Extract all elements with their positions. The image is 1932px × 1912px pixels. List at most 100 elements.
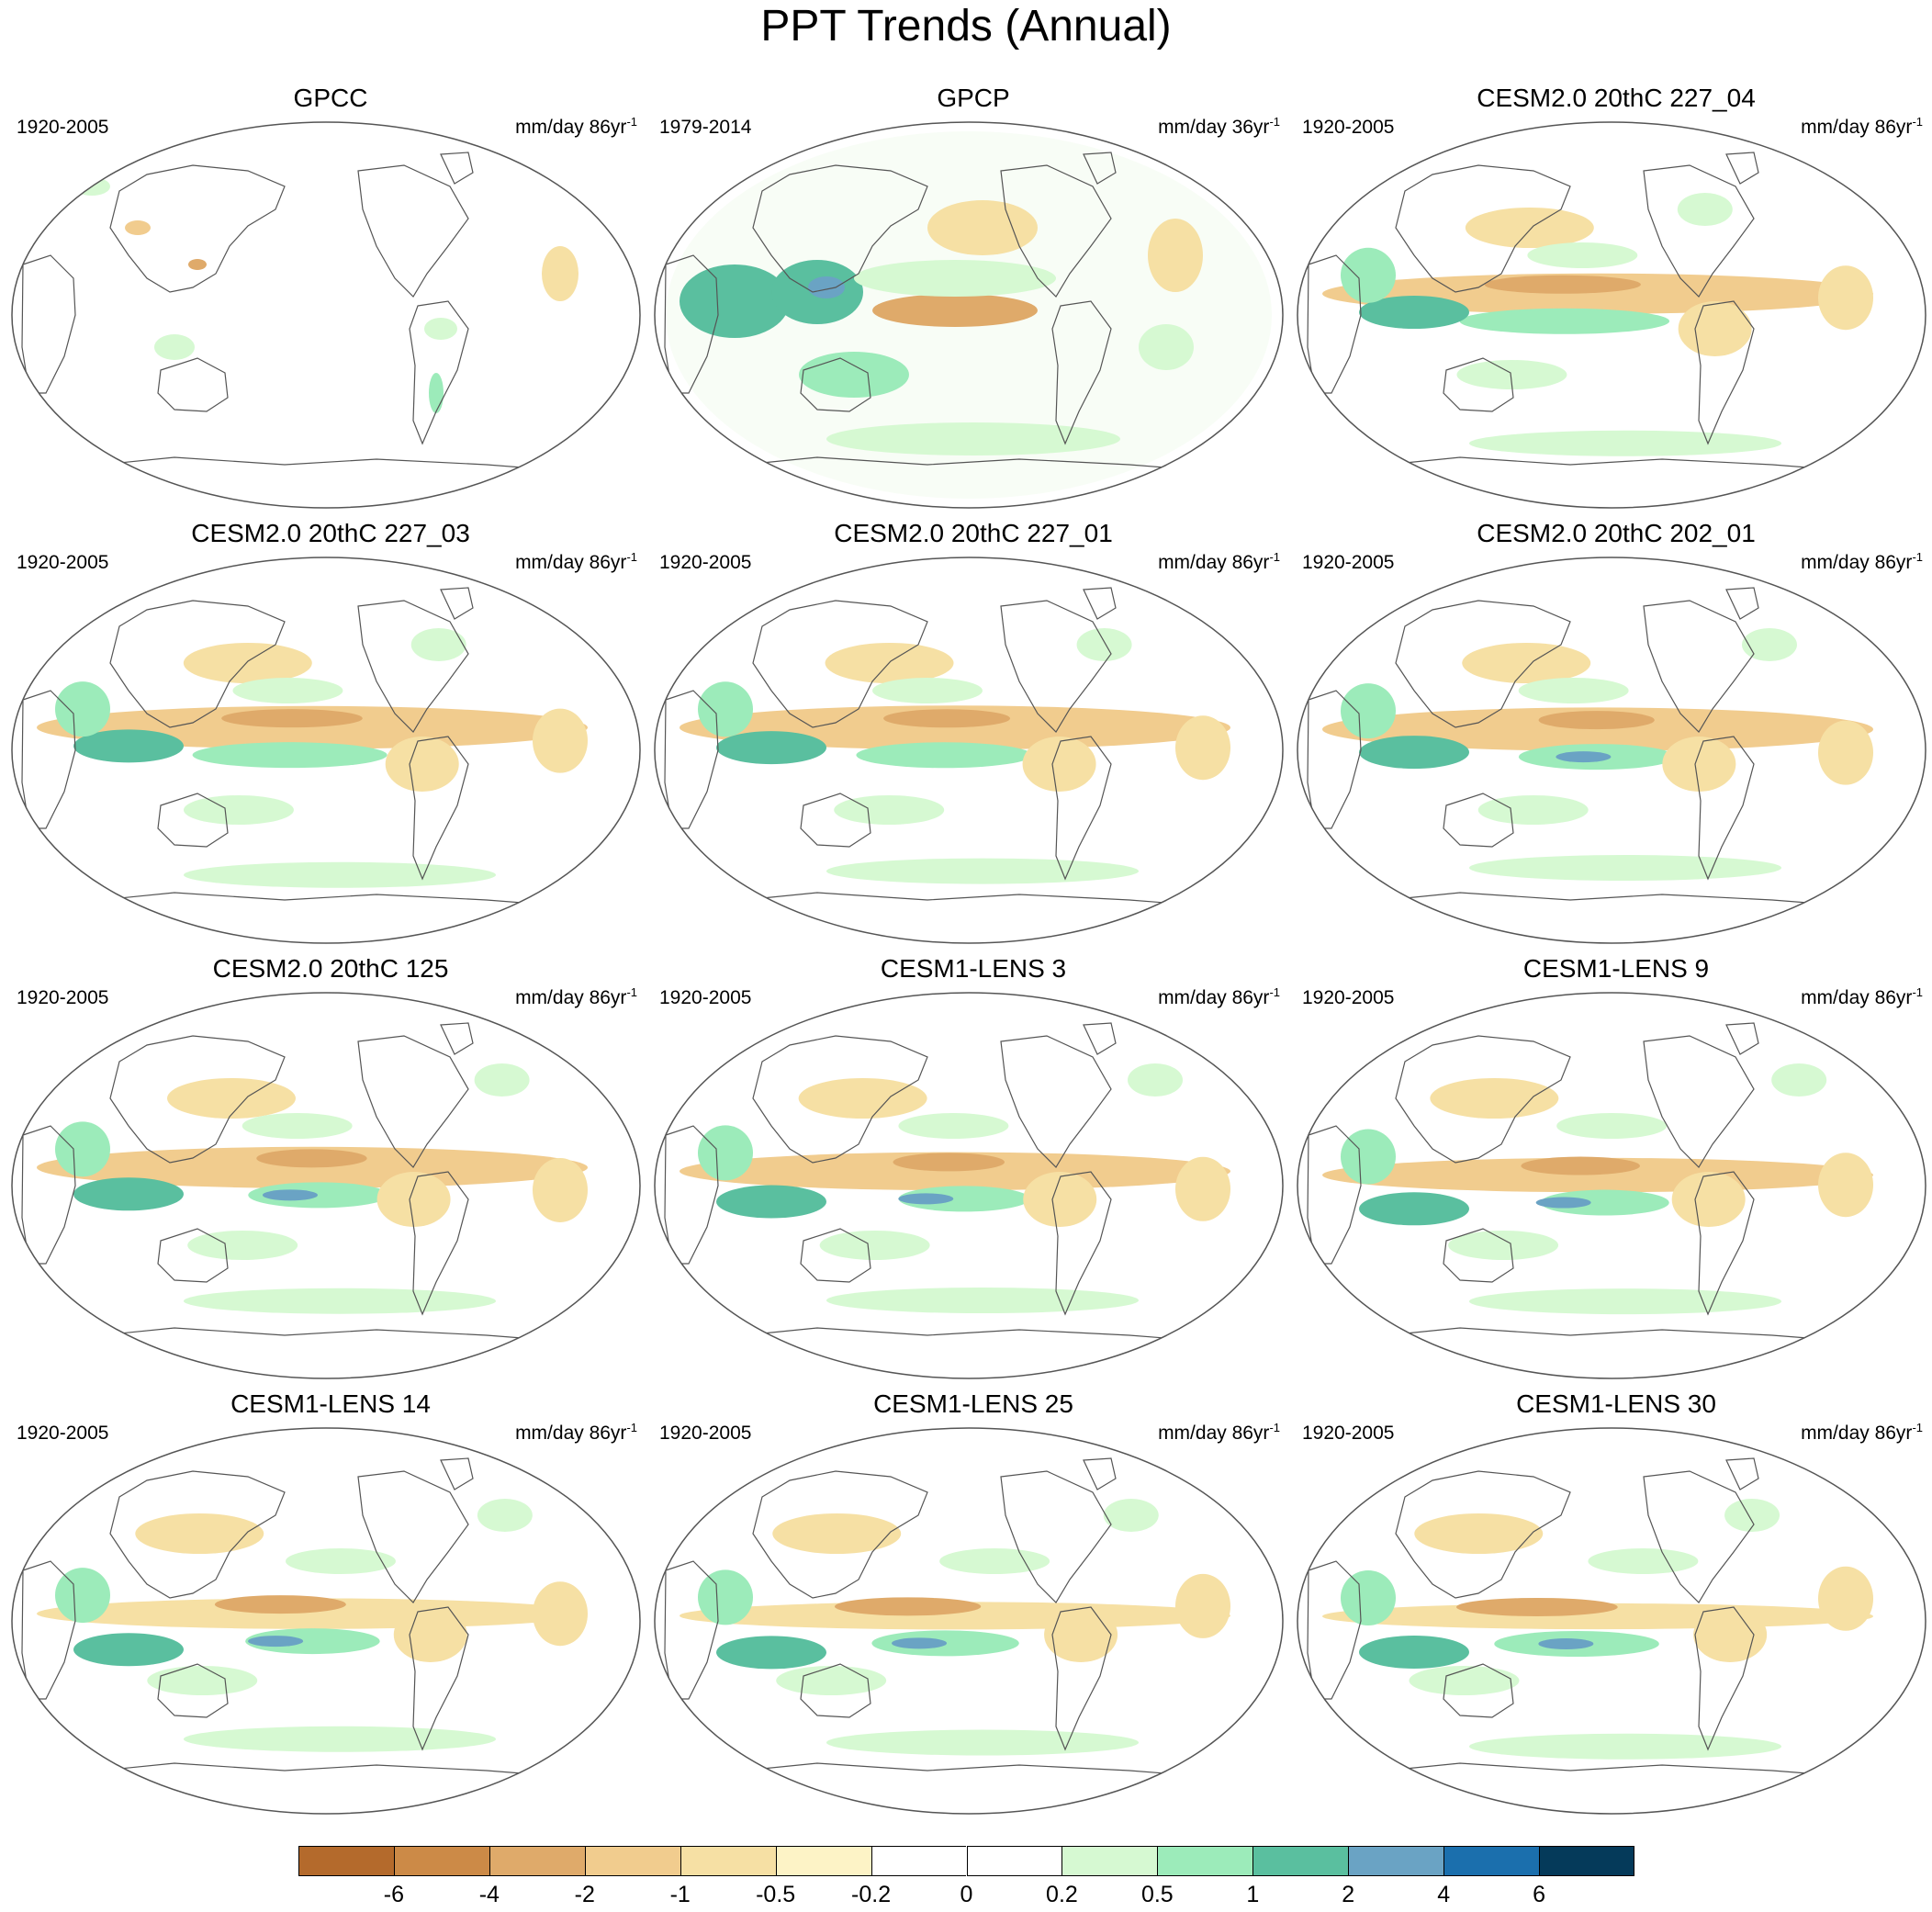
units-exponent: -1: [626, 550, 637, 564]
map-panel: CESM1-LENS 3 1920-2005 mm/day 86yr-1: [652, 953, 1295, 1385]
trend-patch: [55, 1121, 110, 1177]
trend-patch: [1538, 711, 1655, 730]
trend-patch: [73, 1633, 184, 1667]
asia-coast: [1395, 164, 1571, 293]
trend-patch: [1139, 324, 1194, 370]
trend-patch: [1662, 737, 1736, 792]
trend-patch: [834, 1597, 982, 1616]
colorbar-label: 0: [960, 1882, 973, 1907]
trend-shading: [680, 1499, 1230, 1756]
map-panel: CESM2.0 20thC 227_01 1920-2005 mm/day 86yr…: [652, 518, 1295, 950]
trend-patch: [1359, 296, 1469, 330]
trend-patch: [429, 373, 444, 413]
trend-patch: [1103, 1499, 1159, 1532]
panel-units: mm/day 86yr-1: [1158, 981, 1280, 1010]
trend-patch: [1818, 1566, 1873, 1631]
trend-patch: [856, 742, 1032, 769]
trend-shading: [680, 1063, 1230, 1314]
asia-coast: [109, 1470, 286, 1599]
panel-period: 1920-2005: [659, 552, 752, 573]
trend-patch: [872, 294, 1038, 327]
trend-patch: [135, 1513, 264, 1554]
africa-coast: [1307, 254, 1362, 394]
map-panel: GPCP 1979-2014 mm/day 36yr-1: [652, 83, 1295, 514]
trend-patch: [826, 422, 1120, 456]
panel-period: 1920-2005: [659, 987, 752, 1008]
trend-patch: [245, 1628, 380, 1655]
north-america-coast: [1000, 600, 1112, 733]
trend-patch: [776, 1666, 887, 1695]
colorbar-label: 0.2: [1046, 1882, 1078, 1907]
panel-title: CESM2.0 20thC 227_04: [1477, 84, 1756, 112]
trend-patch: [1128, 1063, 1184, 1097]
trend-patch: [772, 1513, 902, 1554]
africa-coast: [1307, 690, 1362, 829]
trend-patch: [1414, 1513, 1544, 1554]
greenland-coast: [440, 587, 474, 620]
trend-patch: [393, 1607, 467, 1662]
world-map: [11, 121, 641, 509]
trend-patch: [410, 628, 466, 661]
greenland-coast: [1725, 152, 1759, 185]
units-text: mm/day 86yr: [1801, 117, 1913, 138]
world-map: [1297, 121, 1926, 509]
australia-coast: [800, 793, 871, 848]
trend-patch: [826, 1288, 1139, 1314]
trend-patch: [1175, 715, 1230, 781]
panel-title: CESM1-LENS 14: [230, 1389, 431, 1418]
africa-coast: [21, 254, 76, 394]
trend-patch: [834, 795, 945, 825]
trend-patch: [1148, 219, 1203, 292]
colorbar-swatch: [775, 1846, 871, 1876]
panel-units: mm/day 86yr-1: [1801, 110, 1923, 140]
trend-patch: [1540, 1189, 1669, 1216]
units-exponent: -1: [1912, 985, 1923, 999]
units-text: mm/day 36yr: [1158, 117, 1270, 138]
units-text: mm/day 86yr: [1158, 552, 1270, 573]
trend-patch: [1741, 628, 1797, 661]
panel-title: CESM2.0 20thC 227_01: [834, 519, 1113, 547]
trend-patch: [1076, 628, 1132, 661]
map-border: [1297, 992, 1926, 1379]
trend-patch: [242, 1113, 353, 1139]
trend-patch: [892, 1637, 948, 1649]
units-exponent: -1: [626, 1421, 637, 1434]
colorbar-swatch: [393, 1846, 489, 1876]
units-exponent: -1: [1912, 115, 1923, 129]
colorbar-swatch: [871, 1846, 967, 1876]
trend-patch: [477, 1499, 533, 1532]
trend-patch: [883, 709, 1011, 728]
trend-patch: [1818, 1153, 1873, 1218]
south-america-coast: [409, 1606, 469, 1751]
units-exponent: -1: [626, 985, 637, 999]
colorbar-label: 2: [1342, 1882, 1355, 1907]
trend-patch: [474, 1063, 530, 1097]
panel-units: mm/day 86yr-1: [515, 545, 637, 575]
trend-shading: [1322, 628, 1873, 882]
units-exponent: -1: [1269, 115, 1280, 129]
trend-patch: [221, 709, 363, 728]
panel-title: CESM1-LENS 3: [880, 954, 1067, 983]
trend-patch: [872, 678, 983, 703]
panel-period: 1920-2005: [1302, 117, 1395, 138]
units-exponent: -1: [1269, 985, 1280, 999]
trend-shading: [1322, 1063, 1873, 1315]
units-text: mm/day 86yr: [515, 117, 627, 138]
trend-patch: [533, 1157, 588, 1222]
trend-patch: [154, 334, 195, 360]
africa-coast: [664, 1560, 719, 1700]
world-map: [1297, 557, 1926, 944]
units-exponent: -1: [1912, 1421, 1923, 1434]
trend-patch: [1671, 1172, 1746, 1227]
panel-title: CESM1-LENS 30: [1516, 1389, 1716, 1418]
map-border: [11, 992, 641, 1379]
equatorial-trend-band: [1322, 707, 1873, 751]
map-background: [12, 122, 640, 508]
north-america-coast: [1000, 1035, 1112, 1168]
antarctica-coast: [1367, 1327, 1856, 1343]
greenland-coast: [1725, 1457, 1759, 1490]
asia-coast: [752, 1035, 928, 1164]
africa-coast: [1307, 1560, 1362, 1700]
trend-patch: [184, 1288, 496, 1314]
africa-coast: [664, 690, 719, 829]
